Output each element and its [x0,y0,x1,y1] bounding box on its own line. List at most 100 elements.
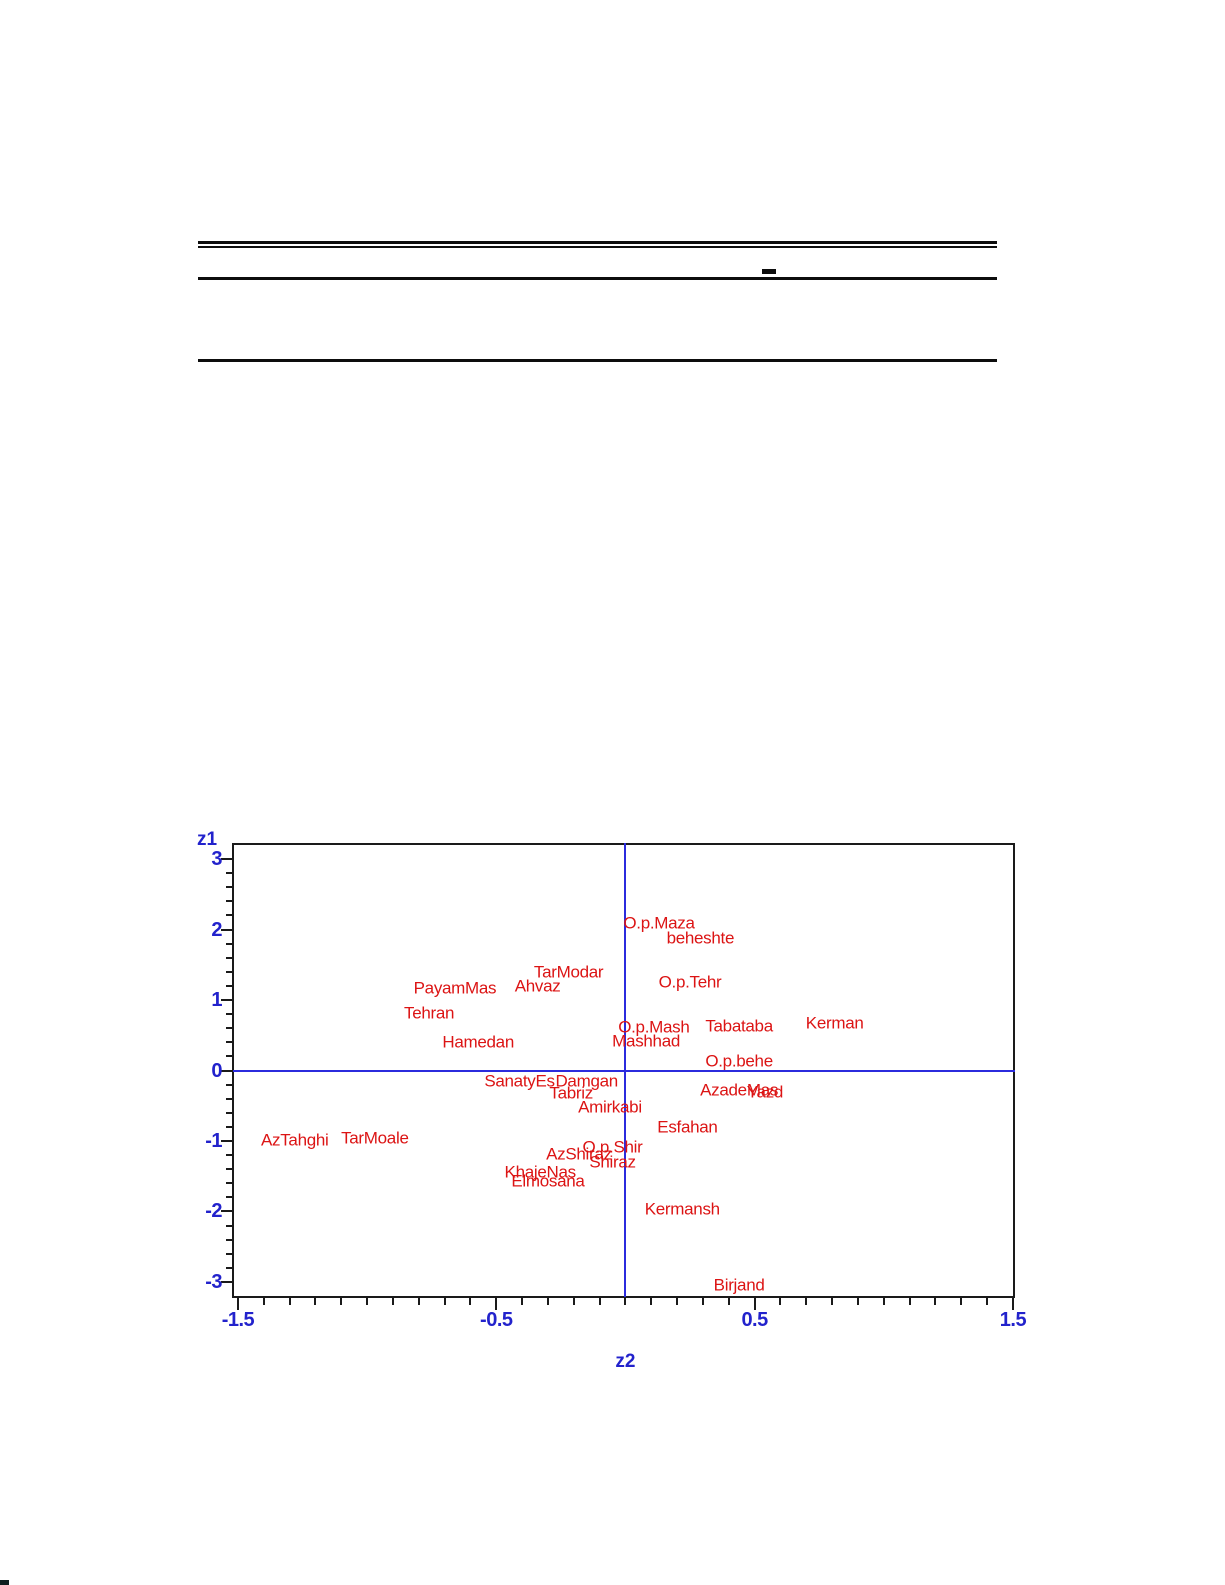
y-axis-tick [226,1224,233,1227]
y-axis-tick [226,872,233,875]
x-axis-tick [314,1297,317,1305]
x-axis-tick [908,1297,911,1305]
point-label: O.p.Maza [623,913,695,933]
point-label: Shiraz [589,1152,636,1172]
x-axis-tick [391,1297,394,1305]
x-axis-tick [753,1297,756,1310]
y-axis-tick [226,1027,233,1030]
y-axis-tick [226,886,233,889]
y-axis-tick [226,914,233,917]
y-axis-tick [226,1083,233,1086]
point-label: TarMoale [341,1128,409,1148]
x-axis-tick [469,1297,472,1305]
y-tick-label: 1 [211,989,222,1011]
y-axis-tick [226,1252,233,1255]
x-tick-label: -1.5 [221,1309,255,1331]
x-axis-tick [236,1297,239,1310]
y-axis-tick [221,1210,233,1213]
x-tick-label: 0.5 [741,1309,768,1331]
x-tick-label: 1.5 [999,1309,1027,1331]
y-axis-tick [226,1182,233,1185]
point-label: Tabriz [549,1083,593,1103]
x-axis-tick [934,1297,937,1305]
point-label: O.p.Tehr [658,972,722,992]
y-axis-tick [226,984,233,987]
point-label: Kerman [805,1013,864,1033]
x-axis-tick [288,1297,291,1305]
x-axis-tick [882,1297,885,1305]
table-cell-dash [762,269,776,274]
y-axis-tick [221,858,233,860]
y-axis-tick [221,1069,233,1072]
y-axis-tick [221,999,233,1001]
y-axis-tick [221,1139,233,1142]
y-tick-label: -1 [205,1129,222,1152]
x-axis-tick [856,1297,859,1305]
y-axis-tick [226,1097,233,1100]
y-axis-tick [226,1013,233,1016]
point-label: Tabataba [705,1016,773,1036]
point-label: KhajeNas [504,1162,577,1182]
table-rule-bottom [198,359,997,362]
y-tick-label: 3 [211,848,222,870]
y-axis-tick [226,1125,233,1128]
x-axis-tick [443,1297,446,1305]
point-label: Tehran [404,1003,455,1023]
x-axis-tick [521,1297,524,1305]
x-axis-title: z2 [615,1351,636,1372]
point-label: AzadeMas [700,1080,779,1100]
y-axis-title: z1 [197,829,218,850]
point-label: Esfahan [657,1117,718,1137]
x-axis-tick [598,1297,601,1305]
y-axis-tick [221,928,233,931]
y-axis-tick [221,1280,233,1283]
point-label: SanatyEs [484,1071,555,1091]
y-tick-label: -3 [205,1270,222,1293]
x-tick-label: -0.5 [480,1309,513,1331]
x-axis-tick [650,1297,653,1305]
point-label: Hamedan [442,1032,514,1052]
y-axis-tick [226,1168,233,1171]
point-label: Damgan [555,1071,618,1091]
x-axis-tick [340,1297,343,1305]
x-axis-tick [572,1297,575,1305]
point-label: Elmosana [511,1171,585,1191]
x-axis-tick [701,1297,704,1305]
point-label: Yazd [746,1082,784,1102]
point-label: TarModar [533,962,604,982]
y-axis-tick [226,1154,233,1157]
point-label: Kermansh [644,1199,720,1219]
y-axis-tick [226,900,233,903]
table-rule-top-thick [198,241,997,244]
x-axis-tick [986,1297,989,1305]
x-axis-tick [779,1297,782,1305]
x-axis-tick [495,1297,498,1310]
x-axis-tick [960,1297,963,1305]
point-label: beheshte [666,928,735,948]
x-axis-tick [805,1297,808,1305]
point-label: Ahvaz [514,976,561,996]
x-axis-tick [417,1297,420,1305]
y-tick-label: 2 [211,918,222,941]
x-axis-tick [366,1297,369,1305]
x-axis-tick [676,1297,679,1305]
y-axis-tick [226,1266,233,1269]
point-label: Birjand [713,1275,765,1295]
table-rule-middle [198,277,997,280]
point-label: AzShiraz [546,1144,612,1164]
point-label: O.p.behe [705,1051,773,1071]
y-tick-label: 0 [211,1059,222,1082]
x-axis-tick [624,1297,627,1305]
zero-reference-hline [232,1069,1015,1072]
y-axis-tick [226,942,233,945]
x-axis-tick [1011,1297,1014,1310]
y-axis-tick [226,1196,233,1199]
point-label: O.p.Mash [618,1017,690,1037]
y-tick-label: -2 [205,1200,222,1223]
point-label: AzTahghi [260,1130,329,1150]
table-rule-top-thin [198,246,997,248]
y-axis-tick [226,970,233,973]
x-axis-tick [727,1297,730,1305]
y-axis-tick [226,1041,233,1044]
